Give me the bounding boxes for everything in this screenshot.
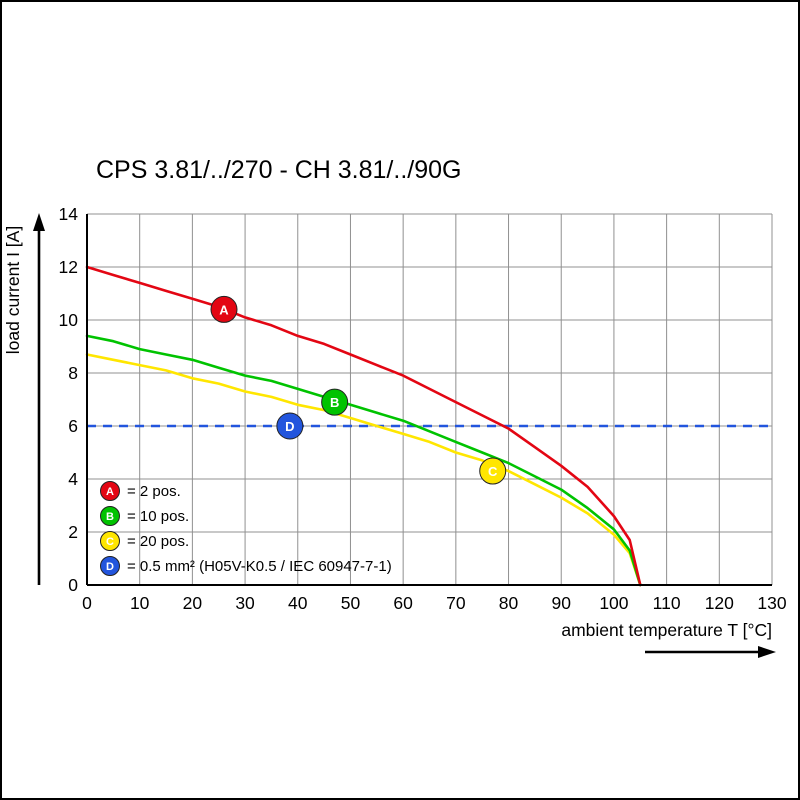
- legend-swatch-b: [100, 506, 120, 526]
- x-tick-label: 30: [235, 593, 255, 613]
- y-tick-label: 0: [68, 575, 78, 595]
- chart-title: CPS 3.81/../270 - CH 3.81/../90G: [96, 156, 462, 184]
- marker-d: [276, 412, 304, 440]
- legend-swatch-c: [100, 531, 120, 551]
- y-tick-label: 2: [68, 522, 78, 542]
- legend-swatch-d: [100, 556, 120, 576]
- y-axis-arrow-head: [33, 213, 45, 231]
- legend-label-a: = 2 pos.: [127, 483, 181, 500]
- marker-letter-a: A: [219, 302, 229, 317]
- legend-letter-c: C: [106, 536, 114, 548]
- x-axis-arrow-head: [758, 646, 776, 658]
- x-tick-label: 60: [393, 593, 413, 613]
- curve-a: [85, 265, 642, 587]
- y-tick-label: 4: [68, 469, 78, 489]
- y-tick-label: 10: [59, 310, 79, 330]
- legend-label-c: = 20 pos.: [127, 533, 189, 550]
- marker-letter-b: B: [330, 395, 339, 410]
- x-axis-label: ambient temperature T [°C]: [561, 620, 772, 640]
- x-tick-label: 130: [757, 593, 786, 613]
- curve-c: [85, 353, 642, 587]
- legend-letter-d: D: [106, 561, 114, 573]
- legend-letter-b: B: [106, 511, 114, 523]
- legend-label-b: = 10 pos.: [127, 508, 189, 525]
- x-tick-label: 70: [446, 593, 466, 613]
- y-tick-label: 14: [59, 204, 79, 224]
- marker-a: [210, 295, 238, 323]
- marker-b: [321, 388, 349, 416]
- x-tick-label: 50: [341, 593, 361, 613]
- x-tick-label: 110: [653, 593, 681, 613]
- x-tick-label: 0: [82, 593, 92, 613]
- y-tick-label: 8: [68, 363, 78, 383]
- x-tick-label: 20: [183, 593, 203, 613]
- x-tick-label: 120: [705, 593, 734, 613]
- x-tick-label: 40: [288, 593, 308, 613]
- legend-label-d: = 0.5 mm² (H05V-K0.5 / IEC 60947-7-1): [127, 558, 392, 575]
- marker-c: [479, 457, 507, 485]
- y-tick-label: 6: [68, 416, 78, 436]
- legend-swatch-a: [100, 481, 120, 501]
- y-tick-label: 12: [59, 257, 78, 277]
- curve-b: [85, 334, 642, 587]
- y-axis-label: load current I [A]: [3, 226, 23, 354]
- legend-letter-a: A: [106, 486, 114, 498]
- x-tick-label: 80: [499, 593, 519, 613]
- x-tick-label: 90: [551, 593, 571, 613]
- x-tick-label: 100: [599, 593, 628, 613]
- marker-letter-c: C: [488, 464, 498, 479]
- x-tick-label: 10: [130, 593, 150, 613]
- marker-letter-d: D: [285, 419, 294, 434]
